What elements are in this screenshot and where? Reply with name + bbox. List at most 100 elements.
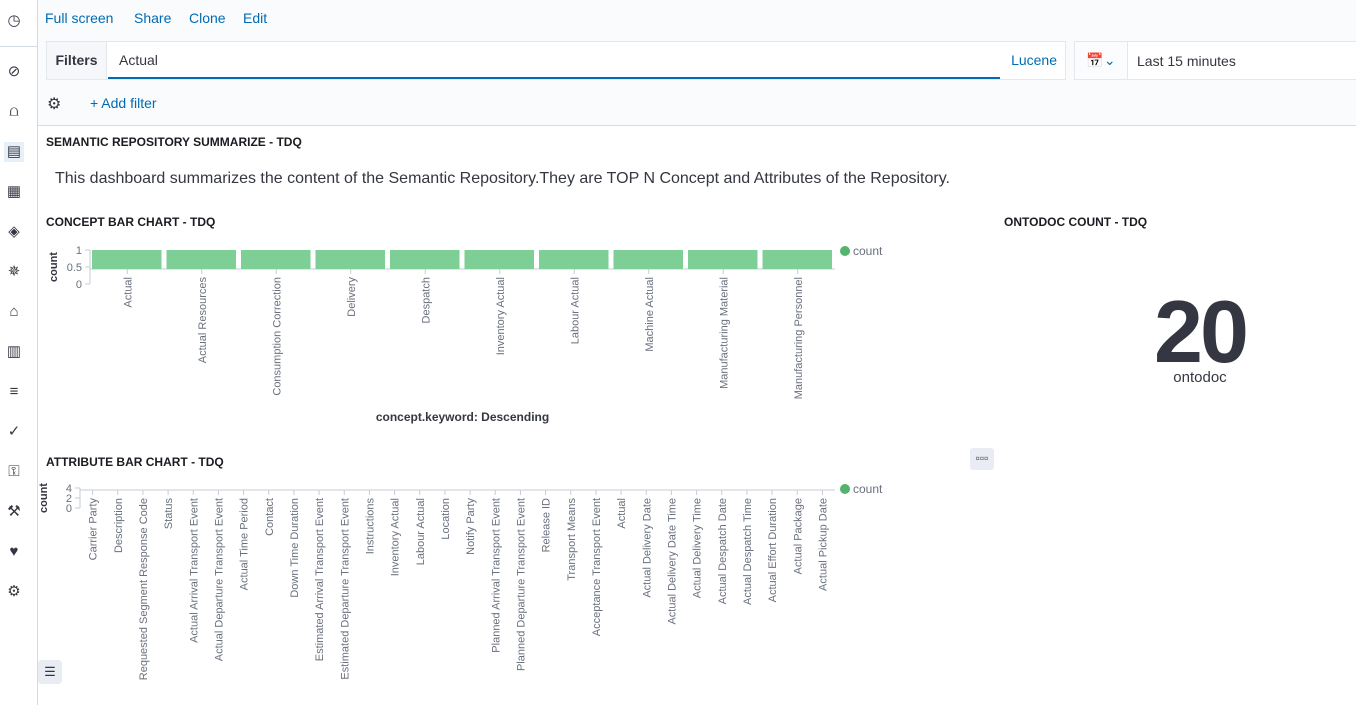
maps-icon[interactable]: ◈: [8, 223, 20, 240]
x-tick-label: Actual Effort Duration: [767, 498, 779, 602]
x-tick-label: Transport Means: [566, 498, 578, 581]
canvas-icon[interactable]: ▦: [6, 183, 22, 200]
x-tick-label: Actual: [616, 498, 628, 529]
x-tick-label: Actual Package: [792, 498, 804, 574]
y-axis-title: count: [38, 483, 50, 513]
top-bar: Full screen Share Clone Edit Filters Luc…: [38, 0, 1356, 126]
bar: [390, 250, 460, 269]
legend-dot: [840, 246, 850, 256]
x-tick-label: Estimated Arrival Transport Event: [314, 498, 326, 661]
x-tick-label: Manufacturing Personnel: [793, 277, 805, 399]
x-tick-label: Delivery: [346, 277, 358, 317]
share-link[interactable]: Share: [134, 10, 172, 26]
edit-link[interactable]: Edit: [243, 10, 268, 26]
x-tick-label: Release ID: [541, 498, 553, 552]
x-tick-label: Planned Departure Transport Event: [515, 498, 527, 671]
x-tick-label: Notify Party: [465, 498, 477, 555]
metric-panel-title: ONTODOC COUNT - TDQ: [1004, 215, 1148, 229]
uptime-icon[interactable]: ✓: [7, 423, 21, 440]
x-tick-label: Instructions: [364, 498, 376, 555]
bar: [92, 250, 162, 269]
x-tick-label: Actual Despatch Time: [742, 498, 754, 605]
management-icon[interactable]: ⚙: [7, 583, 21, 600]
x-tick-label: Actual Delivery Date Time: [666, 498, 678, 625]
logs-icon[interactable]: ▥: [6, 343, 22, 360]
visualize-icon[interactable]: ⩍: [9, 103, 19, 120]
y-axis-title: count: [48, 252, 60, 282]
search-input[interactable]: [108, 42, 1000, 79]
add-filter-button[interactable]: + Add filter: [90, 95, 157, 111]
x-tick-label: Despatch: [420, 277, 432, 323]
x-tick-label: Actual Pickup Date: [817, 498, 829, 591]
x-tick-label: Actual Departure Transport Event: [213, 498, 225, 661]
x-tick-label: Actual Delivery Time: [692, 498, 704, 598]
x-tick-label: Machine Actual: [644, 277, 656, 352]
x-tick-label: Description: [113, 498, 125, 553]
clock-icon[interactable]: ◷: [7, 12, 21, 29]
bar: [688, 250, 758, 269]
sidebar: ◷ ⊘ ⩍ ▤ ▦ ◈ ✵ ⌂ ▥ ≡ ✓ ⚿ ⚒ ♥ ⚙: [0, 0, 38, 705]
x-tick-label: Actual: [122, 277, 134, 308]
y-tick-label: 0: [76, 279, 82, 291]
bar: [539, 250, 609, 269]
y-tick-label: 0: [66, 503, 72, 515]
dashboard-icon[interactable]: ▤: [4, 142, 24, 162]
x-tick-label: Status: [163, 498, 175, 530]
x-tick-label: Estimated Departure Transport Event: [339, 498, 351, 680]
dev-tools-icon[interactable]: ⚒: [7, 503, 21, 520]
apm-icon[interactable]: ≡: [9, 383, 19, 400]
x-tick-label: Consumption Correction: [271, 277, 283, 396]
markdown-panel-title: SEMANTIC REPOSITORY SUMMARIZE - TDQ: [46, 135, 302, 149]
y-tick-label: 4: [66, 483, 72, 495]
ml-icon[interactable]: ✵: [7, 263, 21, 280]
date-range[interactable]: Last 15 minutes: [1137, 53, 1236, 69]
x-tick-label: Carrier Party: [88, 498, 100, 561]
panel-options-button[interactable]: ▫▫▫: [970, 448, 994, 470]
x-tick-label: Manufacturing Material: [718, 277, 730, 389]
x-tick-label: Inventory Actual: [495, 277, 507, 355]
calendar-icon[interactable]: 📅⌄: [1075, 42, 1128, 79]
divider: [0, 46, 38, 47]
monitoring-icon[interactable]: ♥: [9, 543, 19, 560]
siem-icon[interactable]: ⚿: [8, 463, 20, 480]
x-tick-label: Actual Time Period: [239, 498, 251, 590]
date-picker[interactable]: 📅⌄ Last 15 minutes: [1074, 41, 1356, 80]
markdown-text: This dashboard summarizes the content of…: [55, 170, 950, 187]
metric-value: 20: [1154, 282, 1249, 381]
list-icon[interactable]: ☰: [38, 660, 62, 684]
x-tick-label: Inventory Actual: [390, 498, 402, 576]
legend-label: count: [853, 244, 883, 258]
x-tick-label: Down Time Duration: [289, 498, 301, 598]
legend-dot: [840, 484, 850, 494]
x-tick-label: Requested Segment Response Code: [138, 498, 150, 680]
x-tick-label: Labour Actual: [415, 498, 427, 565]
infrastructure-icon[interactable]: ⌂: [9, 303, 19, 320]
x-axis-title: concept.keyword: Descending: [376, 410, 549, 424]
bar: [315, 250, 385, 269]
filters-label: Filters: [47, 42, 107, 79]
bar: [762, 250, 832, 269]
clone-link[interactable]: Clone: [189, 10, 226, 26]
y-tick-label: 0.5: [67, 262, 82, 274]
compass-icon[interactable]: ⊘: [7, 63, 21, 80]
bar: [613, 250, 683, 269]
x-tick-label: Contact: [264, 498, 276, 536]
query-bar: Filters Lucene: [46, 41, 1066, 80]
full-screen-link[interactable]: Full screen: [45, 10, 114, 26]
x-tick-label: Labour Actual: [569, 277, 581, 344]
bar: [166, 250, 236, 269]
concept-panel-title: CONCEPT BAR CHART - TDQ: [46, 215, 216, 229]
x-tick-label: Location: [440, 498, 452, 540]
attribute-panel-title: ATTRIBUTE BAR CHART - TDQ: [46, 455, 224, 469]
query-language-button[interactable]: Lucene: [1011, 52, 1057, 68]
x-tick-label: Acceptance Transport Event: [591, 498, 603, 636]
gear-icon[interactable]: ⚙: [47, 96, 62, 113]
x-tick-label: Actual Resources: [197, 277, 209, 364]
y-tick-label: 2: [66, 493, 72, 505]
bar: [241, 250, 311, 269]
bar: [464, 250, 534, 269]
x-tick-label: Planned Arrival Transport Event: [490, 498, 502, 653]
y-tick-label: 1: [76, 245, 82, 257]
x-tick-label: Actual Delivery Date: [641, 498, 653, 598]
